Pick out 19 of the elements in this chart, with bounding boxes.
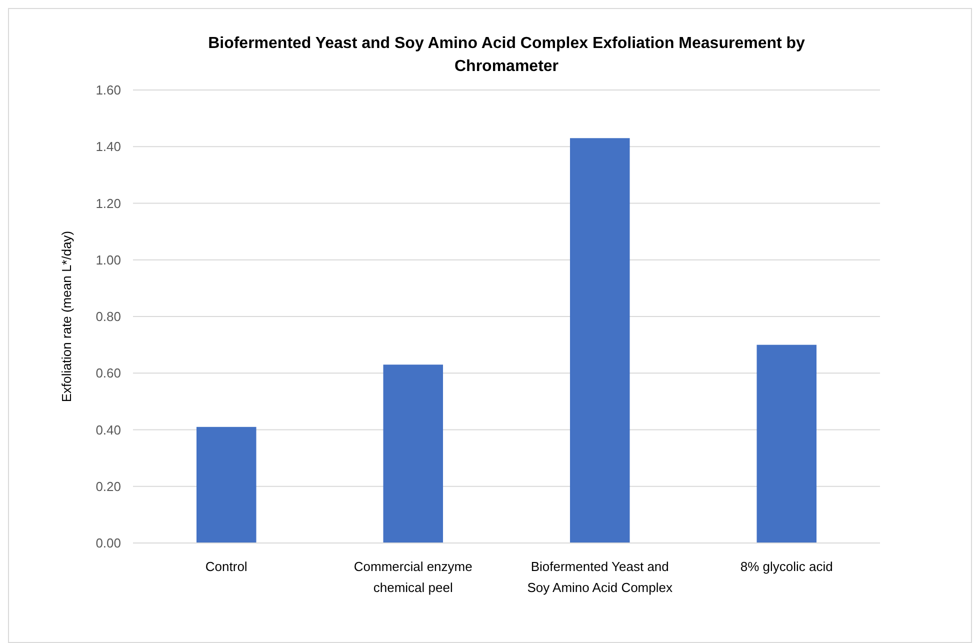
- x-tick-label: Control: [205, 559, 248, 574]
- x-tick-label: 8% glycolic acid: [740, 559, 833, 574]
- x-tick-label: Commercial enzyme chemical peel: [354, 559, 472, 595]
- bar: [570, 138, 630, 543]
- y-tick-label: 0.60: [96, 366, 121, 381]
- y-tick-label: 0.20: [96, 478, 121, 494]
- chart-title: Biofermented Yeast and Soy Amino Acid Complex Exfoliation Measurement by Chromameter: [208, 35, 806, 75]
- y-tick-label: 1.60: [96, 82, 121, 98]
- y-tick-label: 0.00: [96, 536, 121, 551]
- bar: [196, 426, 256, 543]
- y-tick-label: 1.40: [96, 139, 121, 154]
- y-tick-label: 1.20: [96, 196, 121, 211]
- x-tick-label: Biofermented Yeast and Soy Amino Acid Complex: [527, 559, 673, 595]
- y-axis-title: Exfoliation rate (mean L*/day): [59, 230, 74, 402]
- y-tick-label: 1.00: [96, 252, 121, 268]
- bar: [383, 364, 444, 543]
- y-tick-label: 0.40: [96, 422, 121, 438]
- bar: [756, 344, 817, 543]
- y-tick-label: 0.80: [96, 309, 121, 324]
